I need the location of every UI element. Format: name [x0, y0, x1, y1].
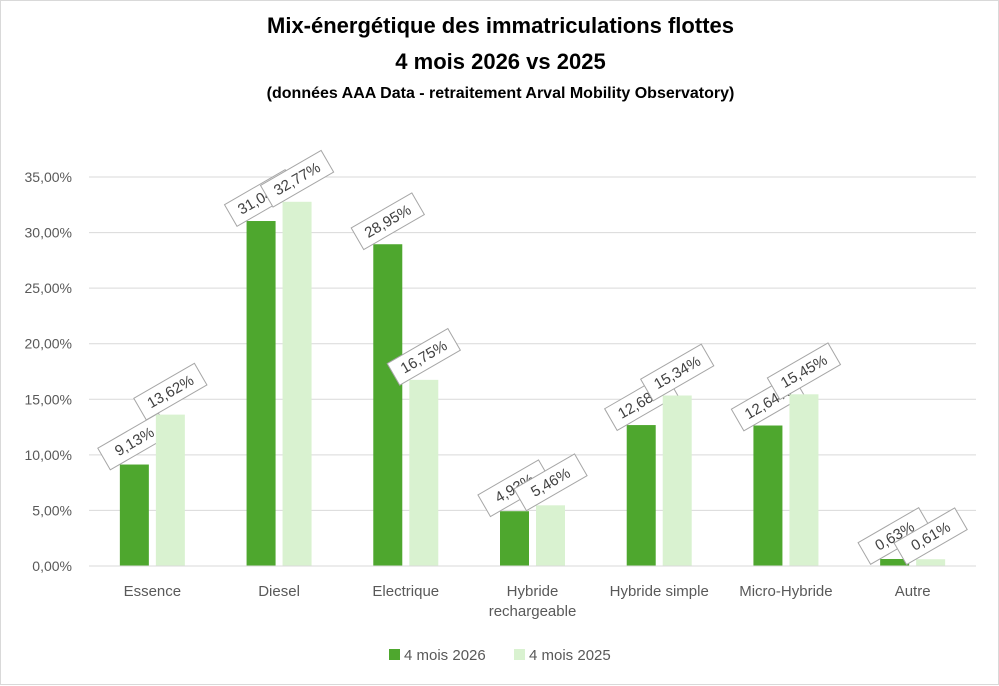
legend-label: 4 mois 2025 [529, 647, 611, 664]
y-tick-label: 20,00% [25, 336, 72, 352]
data-label: 13,62% [133, 362, 208, 421]
category-label: Hybride simple [610, 583, 709, 600]
bar-2026 [753, 425, 783, 566]
bar-2025 [662, 395, 692, 566]
y-tick-label: 5,00% [32, 502, 72, 518]
y-tick-label: 15,00% [25, 391, 72, 407]
category-label: Autre [895, 583, 931, 600]
chart-subtitle: (données AAA Data - retraitement Arval M… [266, 85, 735, 102]
data-label: 15,45% [766, 342, 842, 401]
data-label-box [386, 327, 462, 386]
data-label-box [766, 342, 842, 401]
bar-2025 [282, 201, 312, 566]
data-label-box [259, 149, 335, 208]
chart-title-line-2: 4 mois 2026 vs 2025 [395, 49, 606, 74]
chart-title: Mix-énergétique des immatriculations flo… [267, 13, 734, 38]
category-label: rechargeable [489, 603, 577, 620]
bar-2026 [373, 244, 403, 566]
bar-2026 [626, 425, 656, 566]
bar-2025 [155, 414, 185, 566]
data-label-box [133, 362, 208, 421]
legend-swatch-2025 [514, 649, 525, 660]
data-label: 5,46% [513, 453, 588, 512]
data-label: 28,95% [350, 192, 426, 251]
bar-2026 [246, 221, 276, 566]
y-tick-label: 25,00% [25, 280, 72, 296]
bar-2025 [916, 559, 946, 566]
data-label-box [350, 192, 426, 251]
bar-2025 [409, 379, 439, 566]
bar-2025 [789, 394, 819, 566]
bar-2025 [536, 505, 565, 566]
data-label: 32,77% [259, 149, 335, 208]
bar-2026 [119, 464, 149, 566]
legend-swatch-2026 [389, 649, 400, 660]
y-tick-label: 10,00% [25, 447, 72, 463]
category-label: Electrique [372, 583, 439, 600]
data-label: 15,34% [639, 343, 715, 402]
category-label: Micro-Hybride [739, 583, 832, 600]
data-label-box [893, 507, 968, 566]
y-tick-label: 0,00% [32, 558, 72, 574]
bar-2026 [500, 511, 529, 566]
data-label-box [639, 343, 715, 402]
legend-label: 4 mois 2026 [404, 647, 486, 664]
data-label-box [513, 453, 588, 512]
bar-2026 [880, 558, 910, 566]
category-label: Essence [124, 583, 182, 600]
y-tick-label: 35,00% [25, 169, 72, 185]
y-tick-label: 30,00% [25, 225, 72, 241]
category-label: Diesel [258, 583, 300, 600]
category-label: Hybride [507, 583, 559, 600]
